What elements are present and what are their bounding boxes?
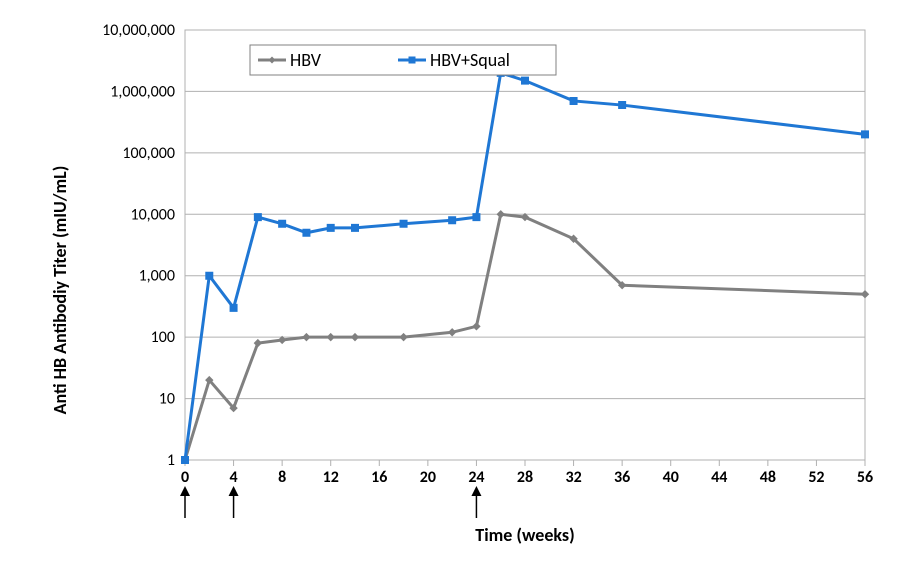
series-marker <box>327 224 334 231</box>
dose-arrow-head <box>471 486 481 496</box>
dose-arrow-head <box>180 486 190 496</box>
y-tick-label: 1,000 <box>139 267 175 286</box>
x-tick-label: 52 <box>808 468 824 487</box>
x-tick-label: 12 <box>323 468 339 487</box>
x-tick-label: 56 <box>857 468 873 487</box>
series-marker <box>400 334 407 341</box>
series-marker <box>449 329 456 336</box>
series-marker <box>352 224 359 231</box>
x-tick-label: 32 <box>565 468 581 487</box>
x-axis-title: Time (weeks) <box>465 524 585 546</box>
y-tick-label: 10 <box>159 390 175 409</box>
x-tick-label: 16 <box>371 468 387 487</box>
x-tick-label: 24 <box>468 468 484 487</box>
series-marker <box>230 304 237 311</box>
chart-figure: Anti HB Antibodiy Titer (mIU/mL) 1101001… <box>0 0 900 580</box>
y-tick-label: 1,000,000 <box>110 82 175 101</box>
x-tick-label: 44 <box>711 468 727 487</box>
series-line-hbv-squal <box>185 73 865 460</box>
x-tick-label: 20 <box>420 468 436 487</box>
y-axis-title: Anti HB Antibodiy Titer (mIU/mL) <box>49 166 71 415</box>
x-tick-label: 4 <box>230 468 238 487</box>
legend-label: HBV <box>290 49 322 71</box>
legend-label: HBV+Squal <box>430 49 510 71</box>
legend-marker <box>409 57 416 64</box>
series-marker <box>182 457 189 464</box>
series-marker <box>449 217 456 224</box>
series-marker <box>473 214 480 221</box>
series-marker <box>206 272 213 279</box>
x-tick-label: 28 <box>517 468 533 487</box>
y-tick-label: 100 <box>151 328 175 347</box>
y-tick-label: 10,000 <box>130 205 175 224</box>
y-tick-label: 100,000 <box>122 144 175 163</box>
series-marker <box>400 220 407 227</box>
series-marker <box>497 211 504 218</box>
x-tick-label: 36 <box>614 468 630 487</box>
series-marker <box>327 334 334 341</box>
series-marker <box>279 220 286 227</box>
series-marker <box>862 291 869 298</box>
series-marker <box>570 97 577 104</box>
series-marker <box>862 131 869 138</box>
series-marker <box>303 229 310 236</box>
x-tick-label: 0 <box>181 468 189 487</box>
x-tick-label: 8 <box>278 468 286 487</box>
y-tick-label: 1 <box>167 451 175 470</box>
x-tick-label: 48 <box>760 468 776 487</box>
series-marker <box>473 323 480 330</box>
dose-arrow-head <box>229 486 239 496</box>
x-tick-label: 40 <box>663 468 679 487</box>
series-marker <box>619 102 626 109</box>
series-marker <box>303 334 310 341</box>
plot-area <box>185 30 865 460</box>
series-marker <box>254 214 261 221</box>
y-tick-label: 10,000,000 <box>102 21 175 40</box>
chart-svg: 1 10 100 1,000 10,000 100,000 1,000,000 10,000,… <box>0 0 900 580</box>
series-marker <box>352 334 359 341</box>
series-marker <box>522 77 529 84</box>
